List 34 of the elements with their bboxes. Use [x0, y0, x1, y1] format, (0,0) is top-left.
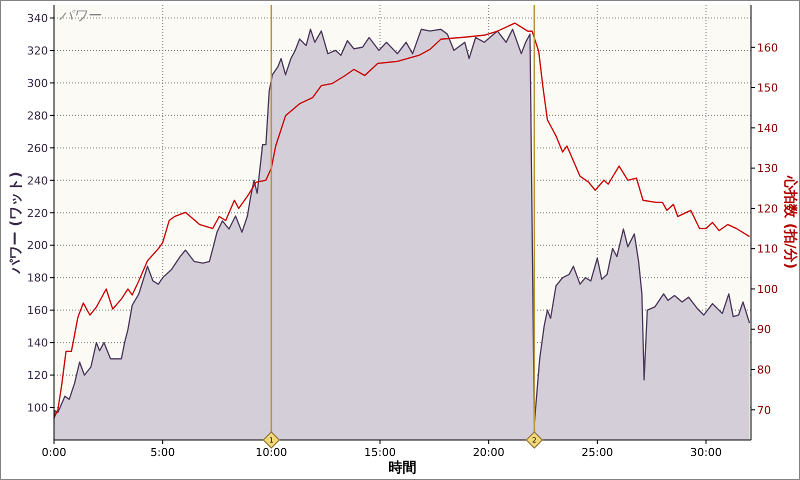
y-tick-label: 280 [27, 109, 48, 122]
y-tick-label: 120 [27, 369, 48, 382]
y2-tick-label: 70 [757, 404, 771, 417]
x-tick-label: 0:00 [42, 446, 66, 459]
x-axis-title: 時間 [388, 460, 416, 476]
x-tick-label: 30:00 [690, 446, 722, 459]
y-tick-label: 320 [27, 44, 48, 58]
y-tick-label: 160 [27, 304, 48, 318]
x-tick-label: 5:00 [150, 446, 176, 459]
y-axis-title: パワー (ワット) [8, 172, 24, 274]
y2-tick-label: 80 [757, 364, 771, 377]
y2-tick-label: 160 [757, 41, 778, 54]
y2-tick-label: 120 [757, 202, 778, 216]
y-tick-label: 180 [27, 272, 48, 285]
y2-axis-title: 心拍数 (拍/分) [782, 175, 799, 269]
y2-tick-label: 140 [757, 122, 778, 135]
y2-tick-label: 130 [757, 162, 778, 176]
y-tick-label: 240 [27, 174, 48, 188]
y-tick-label: 260 [27, 142, 48, 155]
y2-tick-label: 110 [757, 242, 778, 256]
y-tick-label: 100 [27, 402, 48, 415]
x-tick-label: 10:00 [255, 446, 288, 459]
y2-tick-label: 100 [757, 282, 778, 296]
y-tick-label: 340 [27, 12, 48, 25]
y-tick-label: 300 [27, 76, 48, 90]
y-tick-label: 220 [27, 206, 48, 220]
y2-tick-label: 90 [757, 323, 771, 336]
x-tick-label: 15:00 [364, 446, 396, 459]
y-tick-label: 200 [27, 239, 48, 252]
y-tick-label: 140 [27, 336, 48, 350]
x-tick-label: 25:00 [581, 446, 614, 459]
y2-tick-label: 150 [757, 82, 778, 95]
x-tick-label: 20:00 [472, 446, 505, 459]
chart-title: パワー [59, 8, 102, 24]
